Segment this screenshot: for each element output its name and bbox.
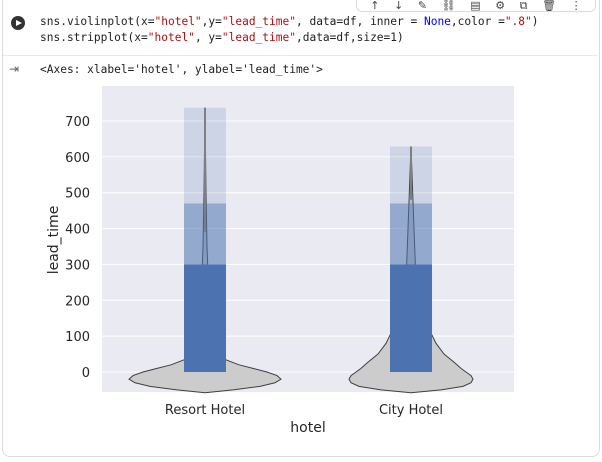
arrow-up-icon[interactable]: ↑ <box>370 0 380 12</box>
x-axis-label: hotel <box>290 420 325 436</box>
output-divider <box>3 55 598 56</box>
y-tick-label-400: 400 <box>65 223 90 238</box>
plot-area <box>102 86 514 392</box>
strip-dense-0 <box>184 264 226 372</box>
y-tick-label-700: 700 <box>65 115 90 130</box>
arrow-down-icon[interactable]: ↓ <box>394 0 404 12</box>
code-line-1: sns.violinplot(x="hotel",y="lead_time", … <box>40 15 539 28</box>
more-icon[interactable]: ⋮ <box>570 0 582 12</box>
y-tick-label-500: 500 <box>65 187 90 202</box>
y-axis-label: lead_time <box>46 206 62 275</box>
y-tick-label-100: 100 <box>65 330 90 345</box>
link-icon[interactable]: ⛓ <box>441 0 456 12</box>
delete-icon[interactable]: 🗑 <box>542 0 557 12</box>
edit-icon[interactable]: ✎ <box>417 0 428 12</box>
x-tick-label-0: Resort Hotel <box>165 403 245 418</box>
y-tick-label-600: 600 <box>65 151 90 166</box>
run-cell-button[interactable] <box>11 16 25 30</box>
cell-toolbar: ↑ ↓ ✎ ⛓ ▤ ⚙ ⧉ 🗑 ⋮ <box>356 0 596 12</box>
strip-dense-1 <box>390 264 432 372</box>
settings-icon[interactable]: ⚙ <box>495 0 506 12</box>
mirror-icon[interactable]: ⧉ <box>519 0 528 12</box>
y-tick-label-200: 200 <box>65 294 90 309</box>
y-tick-label-0: 0 <box>82 366 90 381</box>
code-line-2: sns.stripplot(x="hotel", y="lead_time",d… <box>40 31 404 44</box>
output-text: <Axes: xlabel='hotel', ylabel='lead_time… <box>40 63 323 76</box>
comment-icon[interactable]: ▤ <box>470 0 481 12</box>
output-toggle-icon[interactable]: ⇥ <box>9 62 20 76</box>
x-tick-label-1: City Hotel <box>379 403 443 418</box>
code-editor[interactable]: sns.violinplot(x="hotel",y="lead_time", … <box>40 14 539 46</box>
y-tick-label-300: 300 <box>65 258 90 273</box>
strip-sparse-1 <box>390 203 432 265</box>
